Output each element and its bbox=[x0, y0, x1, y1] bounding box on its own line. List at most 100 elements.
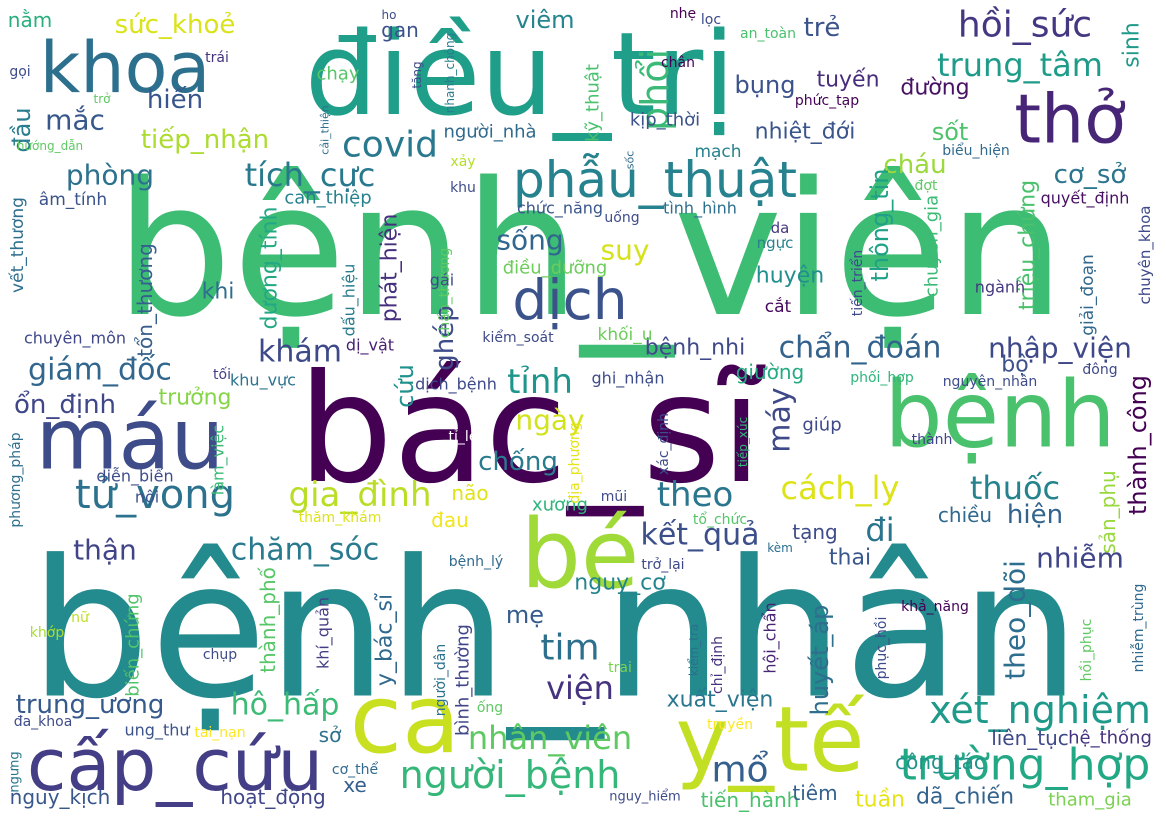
word-chan-thuong: chấn_thương bbox=[437, 248, 453, 339]
word-tuyen: tuyến bbox=[816, 68, 879, 93]
word-tiep-nhan: tiếp_nhận bbox=[141, 125, 269, 155]
word-nhiem-trung: nhiễm_trùng bbox=[1130, 584, 1147, 673]
word-trieu-chung: triệu_chứng bbox=[1016, 180, 1041, 310]
word-tinh: tỉnh bbox=[507, 362, 573, 402]
word-nhanh-chong: nhanh_chóng bbox=[443, 33, 457, 114]
word-uong: uống bbox=[604, 209, 639, 226]
word-tich-cuc: tích_cực bbox=[245, 156, 376, 194]
word-tien-trien: tiến_triển bbox=[849, 250, 866, 317]
word-tiem: tiêm bbox=[792, 781, 837, 805]
word-binh-thuong: bình_thường bbox=[453, 624, 474, 736]
word-khi-quan: khí_quản bbox=[314, 597, 334, 669]
word-am-tinh: âm_tính bbox=[39, 190, 107, 210]
word-dich-benh: dịch_bệnh bbox=[415, 375, 497, 395]
word-truong-hop: trường_hợp bbox=[900, 740, 1151, 791]
word-dich: dịch bbox=[512, 268, 627, 332]
word-tu-vong: tử_vong bbox=[75, 472, 235, 518]
word-gan: gan bbox=[381, 18, 419, 42]
word-tuan: tuần bbox=[855, 788, 905, 813]
word-he-thong: hệ_thống bbox=[1068, 728, 1152, 749]
word-xuat-vien: xuất_viện bbox=[667, 688, 774, 713]
word-cach-ly: cách_ly bbox=[781, 469, 900, 507]
word-tim: tim bbox=[540, 628, 599, 669]
word-thuoc: thuốc bbox=[970, 469, 1060, 507]
word-tien-hanh: tiến_hành bbox=[701, 788, 800, 812]
word-chau: cháu bbox=[883, 150, 946, 180]
word-chuyen-mon: chuyên_môn bbox=[24, 329, 126, 349]
word-nhiet-doi: nhiệt_đới bbox=[755, 120, 856, 145]
word-benh-ly: bệnh_lý bbox=[449, 554, 503, 570]
word-da-chien: dã_chiến bbox=[916, 785, 1014, 810]
word-ghi-nhan: ghi_nhận bbox=[592, 369, 665, 389]
word-cong-tac: công_tác bbox=[895, 750, 985, 774]
word-trung-tam: trung_tâm bbox=[937, 46, 1103, 84]
word-ton-thuong: tổn_thương bbox=[133, 243, 157, 357]
word-ong: ống bbox=[477, 699, 503, 716]
word-khop: khớp bbox=[30, 625, 65, 641]
word-quyet-dinh: quyết_định bbox=[1041, 189, 1130, 209]
word-khi: khi bbox=[202, 280, 235, 305]
word-xac-dinh: xác_định bbox=[656, 413, 672, 475]
word-hoi-suc: hồi_sức bbox=[958, 5, 1092, 46]
word-kem: kèm bbox=[767, 541, 793, 555]
word-tang: tạng bbox=[792, 520, 837, 544]
word-to-chuc: tổ_chức bbox=[693, 511, 747, 528]
word-ky-thuat: kỹ_thuật bbox=[583, 64, 604, 142]
word-thai: thai bbox=[829, 546, 871, 571]
word-kip-thoi: kịp_thời bbox=[630, 110, 700, 131]
word-phoi: phổi bbox=[633, 49, 677, 131]
word-ket-qua: kết_quả bbox=[640, 518, 759, 553]
word-phuc-hoi: phục_hồi bbox=[873, 617, 890, 680]
word-nguoi-benh: người_bệnh bbox=[400, 753, 621, 797]
word-chay: chạy bbox=[317, 64, 360, 85]
word-trai: trái bbox=[205, 50, 229, 66]
word-nguy-hiem: nguy_hiểm bbox=[609, 790, 680, 805]
word-tho: thở bbox=[1014, 81, 1125, 160]
word-phau-thuat: phẫu_thuật bbox=[513, 151, 797, 209]
word-phuc-tap: phức_tạp bbox=[795, 93, 859, 109]
word-y-bac-si: y_bác_sĩ bbox=[373, 593, 398, 686]
word-phat-hien: phát_hiện bbox=[378, 214, 403, 323]
word-gai: gái bbox=[430, 271, 454, 290]
word-me: mẹ bbox=[506, 601, 544, 629]
word-may: máy bbox=[763, 387, 798, 452]
word-so: sở bbox=[319, 723, 342, 747]
word-kiem-soat: kiểm_soát bbox=[482, 329, 554, 346]
word-bo: bộ bbox=[1001, 353, 1028, 378]
word-loc: lọc bbox=[701, 12, 721, 28]
word-thanh-pho: thành_phố bbox=[256, 566, 280, 672]
word-nguy-co: nguy_cơ bbox=[574, 571, 666, 596]
word-than: thận bbox=[73, 534, 137, 567]
word-huong-dan: hướng_dẫn bbox=[17, 139, 83, 153]
word-nguyen-nhan: nguyên_nhân bbox=[943, 374, 1038, 390]
word-nguoi-nha: người_nhà bbox=[443, 122, 536, 143]
word-ngung: ngưng bbox=[8, 751, 23, 792]
word-di: đi bbox=[865, 511, 894, 549]
word-khoi-u: khối_u bbox=[597, 324, 652, 345]
word-chan: chân bbox=[661, 55, 695, 71]
word-soc: sốc bbox=[624, 151, 637, 170]
word-phuong-phap: phương_pháp bbox=[8, 432, 24, 527]
word-dieu-duong: điều_dưỡng bbox=[503, 258, 608, 279]
word-nhiem: nhiễm bbox=[1036, 542, 1124, 575]
word-bien-chung: biến_chứng bbox=[123, 593, 144, 696]
word-hoat-dong: hoạt_động bbox=[220, 785, 325, 809]
word-dau: đầu bbox=[8, 107, 36, 152]
word-tai-nan: tai_nạn bbox=[194, 725, 245, 741]
word-tre: trẻ bbox=[804, 13, 841, 43]
word-goi: gọi bbox=[9, 64, 30, 80]
word-be: bé bbox=[521, 500, 640, 610]
word-chup: chụp bbox=[203, 647, 237, 663]
word-dieu-tri: điều_trị bbox=[305, 8, 735, 142]
word-nhe: nhẹ bbox=[670, 6, 696, 22]
word-giai-doan: giải_đoạn bbox=[1078, 254, 1098, 336]
word-dot: đợt bbox=[915, 178, 938, 194]
word-huyet-ap: huyết_áp bbox=[806, 605, 834, 716]
word-da: da bbox=[771, 219, 790, 237]
word-chuc-nang: chức_năng bbox=[517, 199, 603, 219]
word-xe: xe bbox=[343, 773, 367, 797]
word-suy: suy bbox=[601, 234, 650, 267]
word-tang: tăng bbox=[410, 61, 424, 88]
word-mac: mắc bbox=[45, 104, 105, 137]
